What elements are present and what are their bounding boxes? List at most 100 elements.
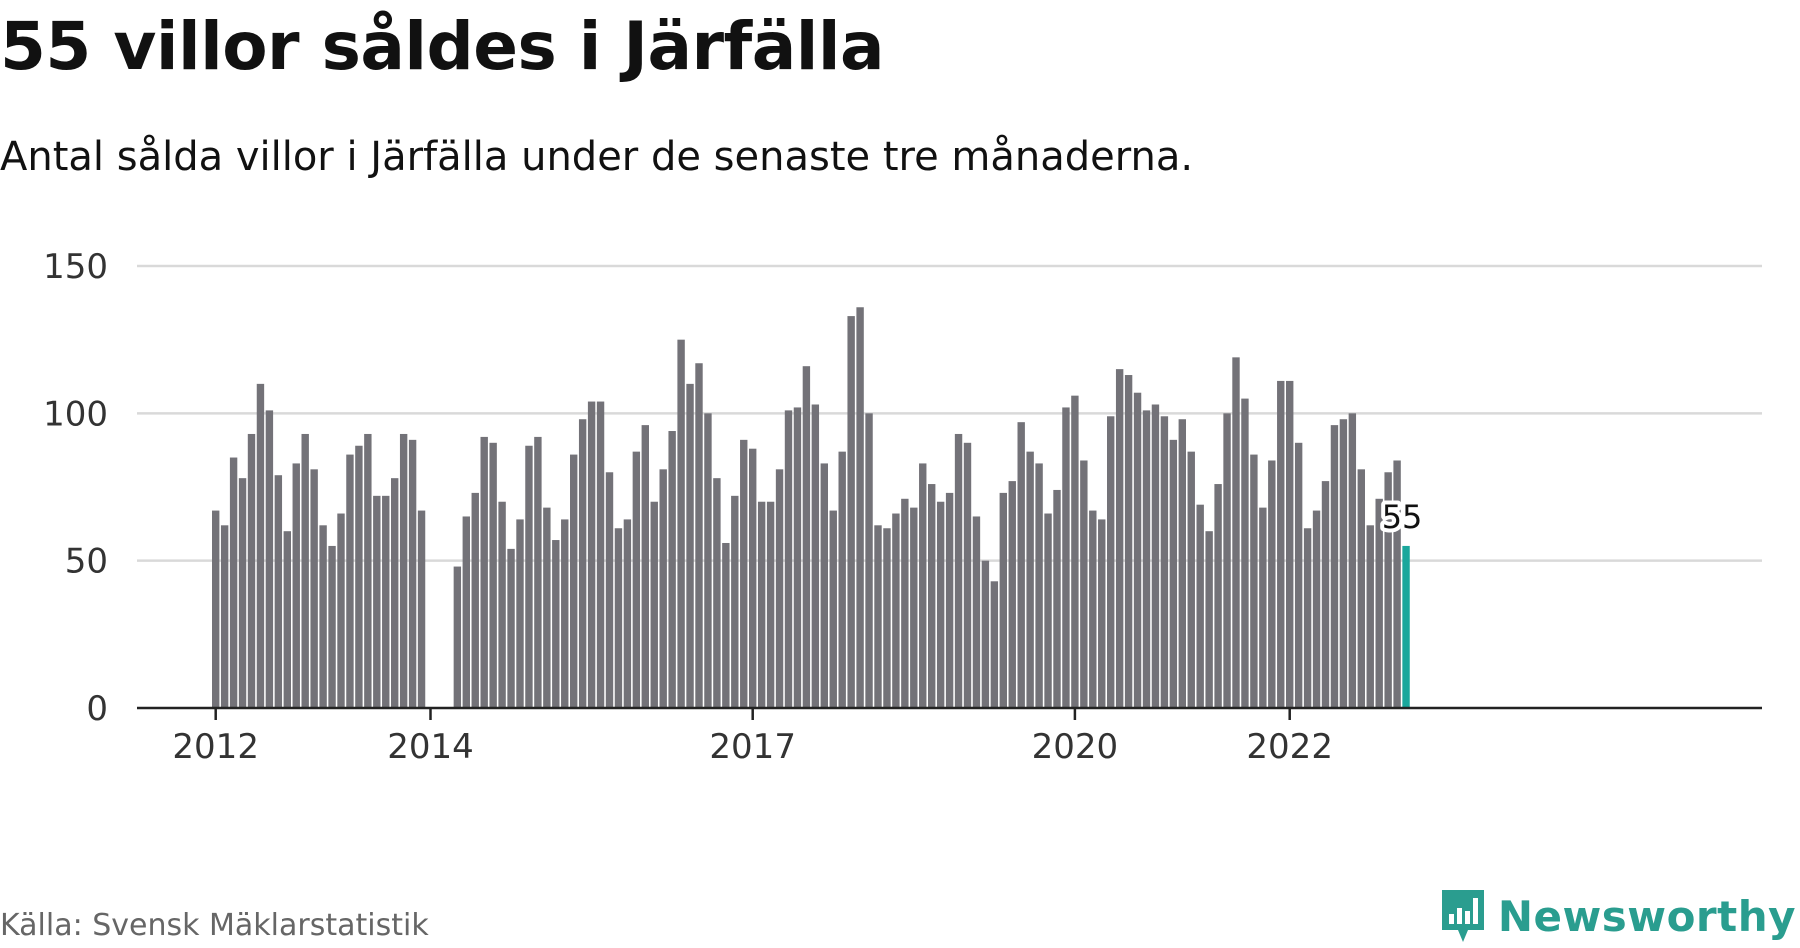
bar — [1017, 422, 1025, 708]
bar — [274, 475, 283, 708]
labels: 0 50 100 150 2012 2014 2017 2020 2022 55 — [43, 247, 1426, 767]
bar — [1277, 380, 1285, 708]
chart-subtitle: Antal sålda villor i Järfälla under de s… — [0, 134, 1194, 180]
bar — [391, 478, 399, 708]
bar — [552, 540, 560, 708]
bar — [1142, 410, 1151, 708]
bar — [346, 454, 354, 708]
bar — [247, 433, 256, 708]
bar — [1080, 460, 1088, 708]
brand-logo: Newsworthy — [1438, 886, 1796, 946]
bar — [650, 501, 658, 708]
bar — [704, 413, 712, 708]
bar — [981, 560, 990, 708]
bar — [1178, 419, 1186, 708]
bar — [802, 366, 811, 708]
bar — [561, 519, 569, 708]
bar — [865, 413, 873, 708]
bar — [811, 404, 820, 708]
bar — [1124, 375, 1133, 708]
bar — [1098, 519, 1106, 708]
bar — [1214, 484, 1222, 708]
x-tick-label: 2022 — [1246, 727, 1333, 767]
bar — [919, 463, 927, 708]
bar — [587, 401, 596, 708]
bar — [749, 448, 757, 708]
bar — [1330, 425, 1339, 708]
y-tick-label: 0 — [86, 689, 108, 729]
x-tick-label: 2020 — [1032, 727, 1119, 767]
bar — [1071, 395, 1079, 708]
bar — [829, 510, 837, 708]
bar — [838, 451, 846, 708]
bar — [793, 407, 802, 708]
highlight-data-label: 55 — [1382, 498, 1423, 536]
bar — [892, 513, 900, 708]
bar — [498, 501, 506, 708]
x-tick-label: 2012 — [172, 727, 259, 767]
bar — [1205, 531, 1213, 708]
bar — [516, 519, 524, 708]
bar — [1250, 454, 1258, 708]
bar — [220, 525, 229, 708]
bar — [1384, 472, 1392, 708]
bar — [1160, 416, 1169, 708]
bar — [328, 545, 336, 708]
bar — [784, 410, 793, 708]
x-tick-label: 2017 — [709, 727, 796, 767]
bar — [525, 445, 533, 708]
y-tick-label: 50 — [65, 542, 108, 582]
bar — [856, 307, 864, 708]
bar — [972, 516, 981, 708]
bar — [1268, 460, 1276, 708]
bar — [936, 501, 945, 708]
bar — [1187, 451, 1195, 708]
bar — [534, 436, 542, 708]
bar — [820, 463, 828, 708]
bar — [1089, 510, 1097, 708]
bar — [731, 495, 739, 708]
bar — [999, 492, 1007, 708]
bar — [659, 469, 667, 708]
newsworthy-logo-icon — [1441, 890, 1484, 942]
bar — [1321, 481, 1330, 708]
bar — [1107, 416, 1115, 708]
bar — [292, 463, 300, 708]
brand-name: Newsworthy — [1497, 891, 1796, 941]
bar — [740, 439, 748, 708]
bar — [1035, 463, 1043, 708]
bar — [417, 510, 426, 708]
bar — [212, 510, 220, 708]
bar — [1241, 398, 1249, 708]
bar — [990, 581, 999, 708]
bar — [256, 383, 265, 708]
bar — [596, 401, 605, 708]
bar — [1366, 525, 1374, 708]
bar — [283, 531, 291, 708]
bar — [1286, 380, 1294, 708]
bar — [963, 442, 972, 708]
bar — [462, 516, 470, 708]
bar — [1393, 460, 1401, 708]
bar — [471, 492, 479, 708]
bar — [1062, 407, 1070, 708]
bar — [373, 495, 381, 708]
bar — [641, 425, 649, 708]
bar — [570, 454, 578, 708]
bar — [874, 525, 882, 708]
bar — [543, 507, 551, 708]
bar — [408, 439, 417, 708]
bar — [355, 445, 363, 708]
bars — [212, 307, 1410, 708]
bar — [945, 492, 954, 708]
bar-chart: 0 50 100 150 2012 2014 2017 2020 2022 55 — [43, 247, 1762, 767]
bar — [901, 498, 909, 708]
bar — [1312, 510, 1321, 708]
bar — [686, 383, 694, 708]
x-tick-label: 2014 — [387, 727, 474, 767]
bar — [1357, 469, 1365, 708]
bar — [310, 469, 318, 708]
bar — [1008, 481, 1016, 708]
bar — [1196, 504, 1204, 708]
bar — [229, 457, 238, 708]
